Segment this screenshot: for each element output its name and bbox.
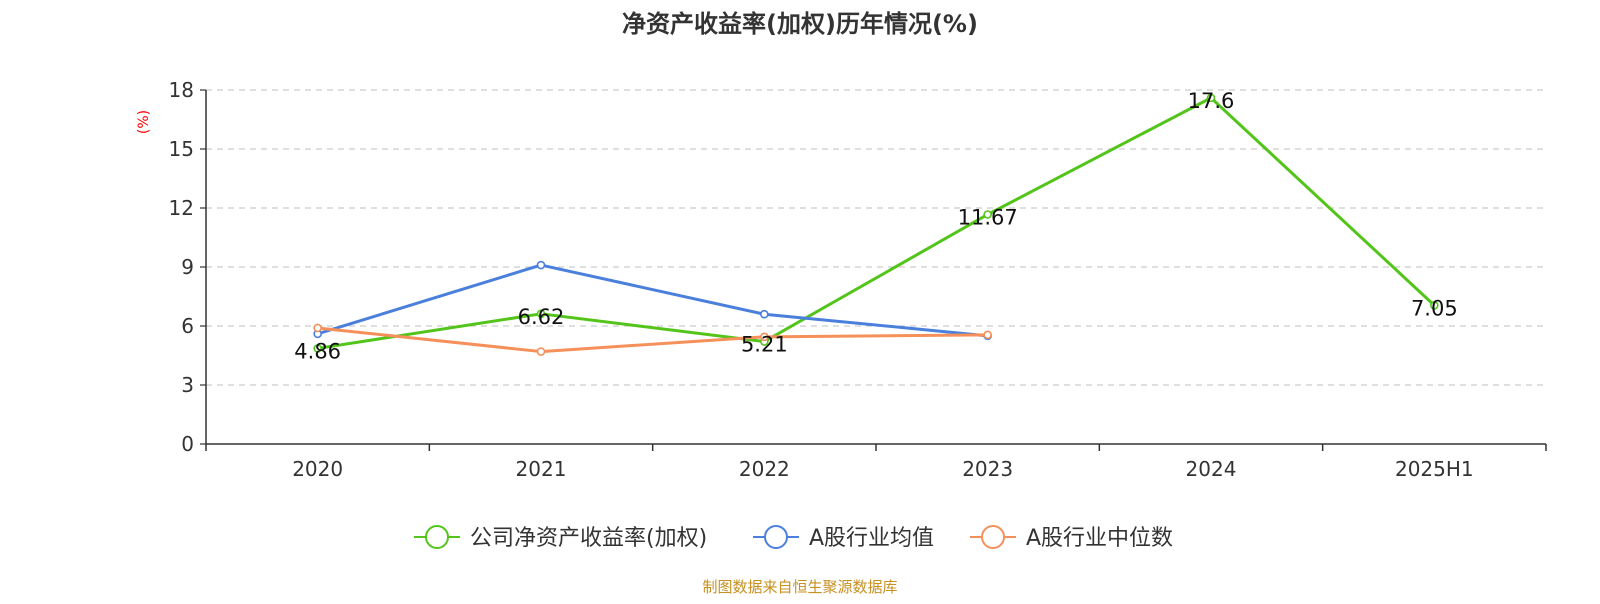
series-lines: [313, 93, 1439, 356]
data-point: [313, 323, 322, 333]
x-tick-label: 2024: [1186, 457, 1237, 481]
data-point: [1206, 93, 1216, 103]
series-line-0: [317, 96, 1436, 350]
data-point: [313, 344, 322, 353]
legend[interactable]: 公司净资产收益率(加权) A股行业均值 A股行业中位数: [414, 525, 1173, 551]
series-line-2: [317, 326, 988, 354]
legend-circle-icon: [425, 525, 449, 549]
data-point: [760, 332, 769, 342]
y-tick-label: 0: [181, 432, 194, 456]
x-tick-label: 2020: [292, 457, 343, 481]
legend-circle-icon: [981, 525, 1005, 549]
y-tick-label: 3: [181, 373, 194, 397]
data-point: [983, 210, 992, 219]
legend-item-0[interactable]: 公司净资产收益率(加权): [414, 525, 707, 551]
legend-label: 公司净资产收益率(加权): [470, 526, 707, 551]
data-point: [536, 309, 546, 319]
y-tick-label: 18: [169, 78, 194, 102]
source-note: 制图数据来自恒生聚源数据库: [702, 578, 897, 596]
legend-item-2[interactable]: A股行业中位数: [970, 525, 1173, 551]
data-label: 5.21: [741, 333, 788, 357]
legend-circle-icon: [764, 525, 788, 549]
x-tick-label: 2023: [962, 457, 1013, 481]
data-label: 11.67: [958, 205, 1018, 229]
data-point: [1430, 301, 1439, 310]
data-point: [536, 260, 546, 270]
legend-label: A股行业均值: [809, 526, 934, 551]
axes: 0 3 6 9 12 15 18 2020 2021 2022 2023 2024 2025H1: [169, 78, 1547, 481]
x-tick-label: 2021: [516, 457, 567, 481]
y-tick-label: 15: [169, 137, 194, 161]
data-point: [536, 347, 546, 356]
y-tick-label: 6: [181, 314, 194, 338]
legend-label: A股行业中位数: [1026, 526, 1173, 551]
data-label: 7.05: [1411, 296, 1458, 320]
data-labels: 4.86 6.62 5.21 11.67 17.6 7.05: [294, 89, 1457, 364]
data-label: 6.62: [518, 305, 565, 329]
chart-title: 净资产收益率(加权)历年情况(%): [622, 10, 978, 38]
x-tick-label: 2022: [739, 457, 790, 481]
y-tick-label: 12: [169, 196, 194, 220]
data-label: 4.86: [294, 339, 341, 363]
series-line-1: [317, 263, 988, 338]
y-axis-label: (%): [136, 110, 152, 134]
data-point: [760, 309, 769, 319]
legend-item-1[interactable]: A股行业均值: [753, 525, 934, 551]
data-point: [983, 330, 992, 340]
grid-lines: [206, 89, 1546, 386]
data-label: 17.6: [1188, 89, 1235, 113]
x-tick-label: 2025H1: [1395, 457, 1474, 481]
y-tick-label: 9: [181, 255, 194, 279]
